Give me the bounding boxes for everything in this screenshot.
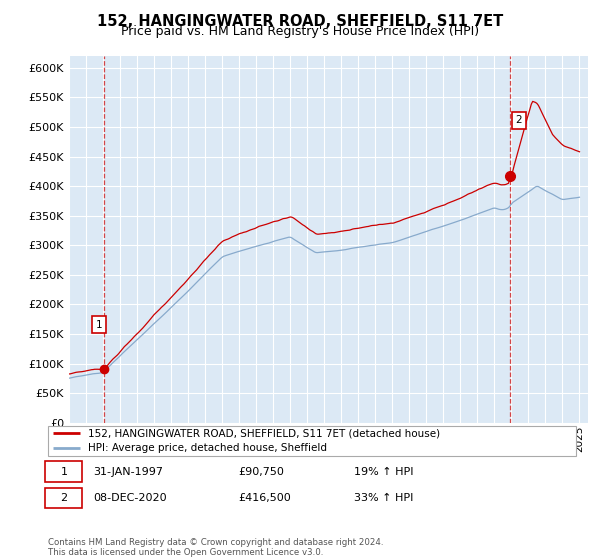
Text: £90,750: £90,750 (238, 467, 284, 477)
Text: 31-JAN-1997: 31-JAN-1997 (93, 467, 163, 477)
Text: Contains HM Land Registry data © Crown copyright and database right 2024.
This d: Contains HM Land Registry data © Crown c… (48, 538, 383, 557)
Text: 2: 2 (515, 115, 522, 125)
FancyBboxPatch shape (46, 488, 82, 508)
Text: £416,500: £416,500 (238, 493, 291, 503)
Text: 152, HANGINGWATER ROAD, SHEFFIELD, S11 7ET: 152, HANGINGWATER ROAD, SHEFFIELD, S11 7… (97, 14, 503, 29)
Text: 1: 1 (61, 467, 67, 477)
Text: HPI: Average price, detached house, Sheffield: HPI: Average price, detached house, Shef… (88, 443, 326, 453)
Text: 08-DEC-2020: 08-DEC-2020 (93, 493, 167, 503)
Text: 152, HANGINGWATER ROAD, SHEFFIELD, S11 7ET (detached house): 152, HANGINGWATER ROAD, SHEFFIELD, S11 7… (88, 428, 440, 438)
FancyBboxPatch shape (46, 461, 82, 482)
Text: 1: 1 (96, 320, 103, 330)
Text: 19% ↑ HPI: 19% ↑ HPI (354, 467, 414, 477)
Text: Price paid vs. HM Land Registry's House Price Index (HPI): Price paid vs. HM Land Registry's House … (121, 25, 479, 38)
Text: 33% ↑ HPI: 33% ↑ HPI (354, 493, 413, 503)
Text: 2: 2 (60, 493, 67, 503)
